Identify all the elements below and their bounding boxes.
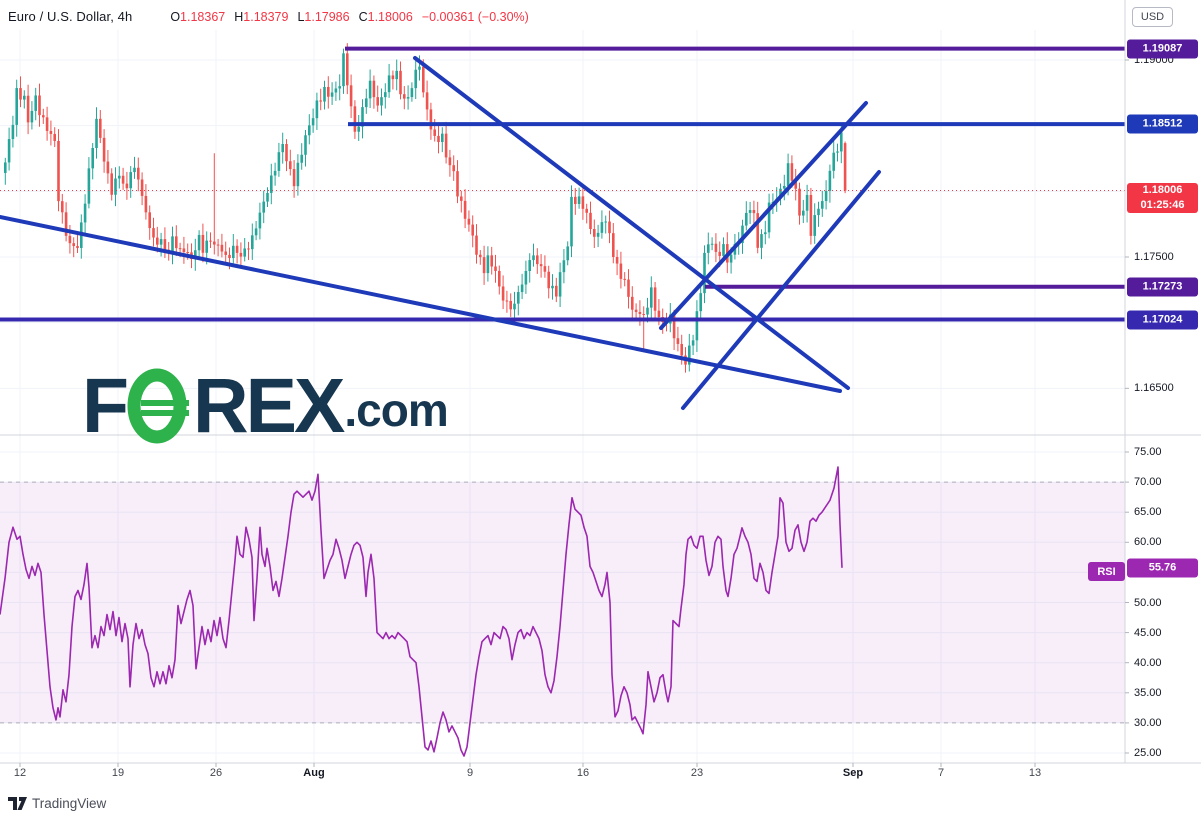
time-tick-label: 16 [576,767,590,779]
open-label: O [170,10,181,24]
time-tick-label: 19 [111,767,125,779]
time-tick-label: 13 [1028,767,1042,779]
high-label: H [234,10,244,24]
trendlines-layer [0,56,881,410]
change-value: −0.00361 (−0.30%) [421,10,529,24]
currency-unit-button[interactable]: USD [1132,7,1173,27]
tradingview-label: TradingView [32,796,107,811]
forex-com-watermark: F REX .com [82,363,449,449]
open-value: 1.18367 [180,10,226,24]
rsi-tick-label: 50.00 [1134,596,1162,609]
time-tick-label: 26 [209,767,223,779]
time-tick-label: 9 [466,767,474,779]
rsi-value-badge: 55.76 [1127,558,1198,578]
rsi-tick-label: 65.00 [1134,506,1162,519]
levels-layer [0,46,1125,322]
chart-legend: Euro / U.S. Dollar, 4h O1.18367 H1.18379… [8,9,529,24]
rsi-tick-label: 75.00 [1134,446,1162,458]
low-value: 1.17986 [304,10,350,24]
candles-layer [4,43,847,373]
price-scale[interactable]: 1.19000 1.17500 1.16500 75.00 70.00 65.00 60.0… [1125,0,1201,763]
watermark-letter-f: F [82,363,129,449]
high-value: 1.18379 [243,10,289,24]
level-price-badge: 1.17024 [1127,310,1198,329]
ohlc-values: O1.18367 H1.18379 L1.17986 C1.18006 −0.0… [170,10,529,24]
time-tick-label: 12 [13,767,27,779]
watermark-letters-rex: REX [193,363,345,449]
time-tick-label: 7 [937,767,945,779]
time-scale[interactable]: 12 19 26 Aug 9 16 23 Sep 7 13 [0,763,1201,787]
tradingview-icon [8,797,27,810]
rsi-tick-label: 40.00 [1134,656,1162,669]
rsi-tick-label: 70.00 [1134,476,1162,489]
rsi-indicator-badge: RSI [1088,562,1125,581]
rsi-tick-label: 60.00 [1134,536,1162,549]
level-price-badge: 1.19087 [1127,39,1198,59]
price-tick-label: 1.17500 [1134,250,1174,263]
close-label: C [358,10,368,24]
price-tick-label: 1.16500 [1134,382,1174,395]
time-tick-label: 23 [690,767,704,779]
rsi-tick-label: 30.00 [1134,716,1162,729]
rsi-line [0,466,843,757]
rsi-tick-label: 25.00 [1134,747,1162,759]
rsi-tick-label: 45.00 [1134,626,1162,639]
close-value: 1.18006 [367,10,413,24]
last-price-badge: 1.18006 01:25:46 [1127,182,1198,213]
time-tick-label: Aug [303,767,325,779]
time-tick-label: Sep [842,767,864,779]
forex-logo-o-icon [127,368,190,444]
level-price-badge: 1.18512 [1127,114,1198,134]
watermark-suffix: .com [344,384,448,436]
level-price-badge: 1.17273 [1127,277,1198,297]
separators [0,0,1201,767]
rsi-tick-label: 35.00 [1134,686,1162,699]
low-label: L [297,10,305,24]
symbol-title[interactable]: Euro / U.S. Dollar, 4h [8,9,133,24]
tradingview-attribution[interactable]: TradingView [8,795,106,812]
